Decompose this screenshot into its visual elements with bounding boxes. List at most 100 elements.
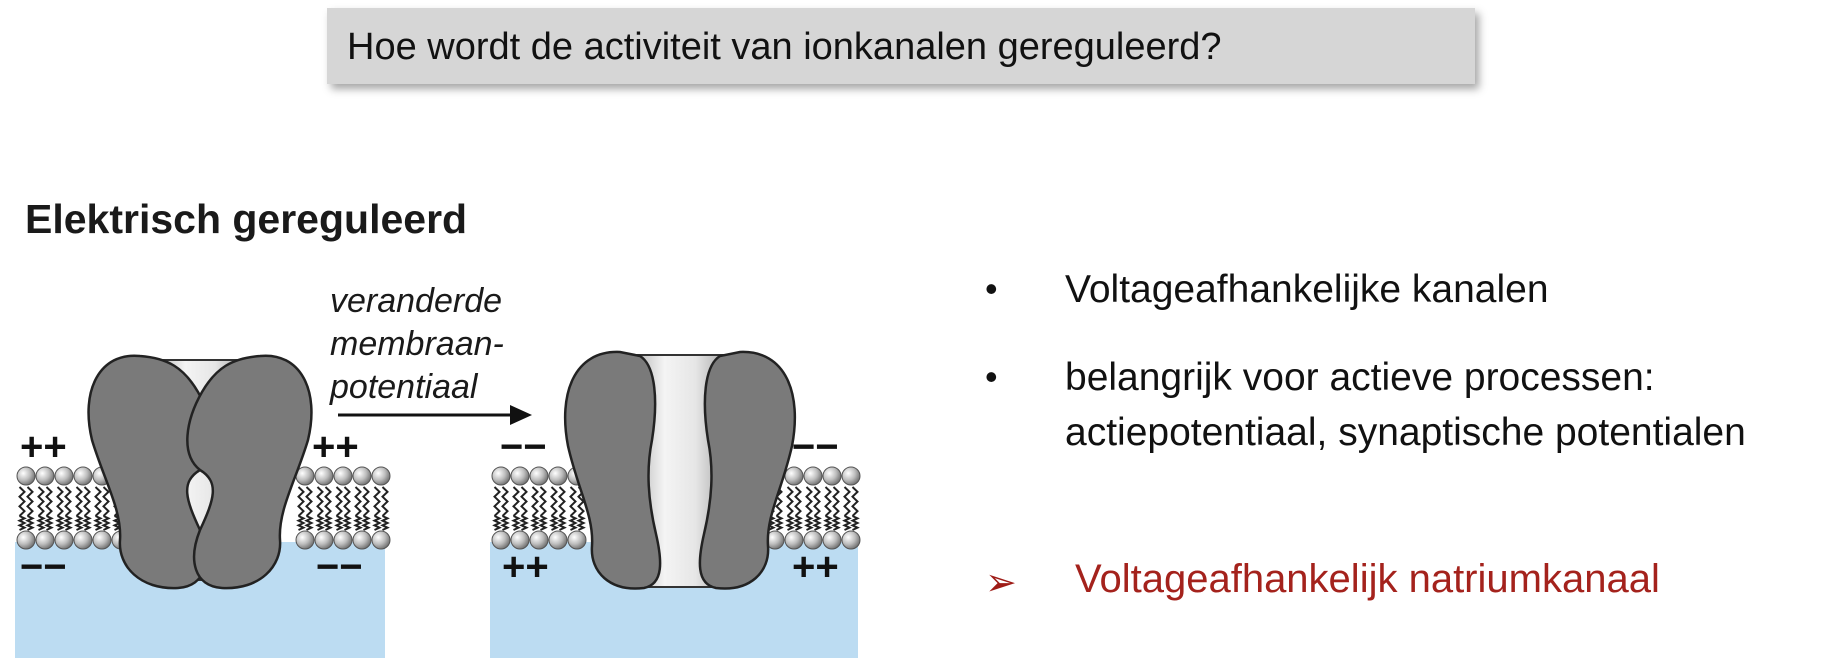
lipid-tail [324,486,332,517]
lipid-tail [102,486,110,517]
lipid-head [92,530,112,550]
lipid-head [841,466,861,486]
lipid-tail [538,515,548,531]
lipid-head [510,466,530,486]
lipid-head [822,466,842,486]
right-outside-charge-right: −− [792,425,839,469]
lipid-tail [18,486,26,517]
lipid-tail [305,486,313,517]
lipid-head [491,466,511,486]
right-panel: −− −− ++ ++ [490,350,861,658]
lipid-tail [55,515,65,531]
lipid-tail [531,486,539,517]
lipid-tail [785,515,795,531]
arrow-label: veranderde membraan- potentiaal [330,280,504,409]
lipid-tail [63,515,73,531]
lipid-tail [297,486,305,517]
lipid-head [803,466,823,486]
lipid-tail [550,486,558,517]
lipid-tail [362,486,370,517]
lipid-tail [335,486,343,517]
lipid-head [567,530,587,550]
lipid-tail [315,515,325,531]
lipid-tail [831,515,841,531]
lipid-tail [343,486,351,517]
lipid-head [16,466,36,486]
left-panel: ++ ++ −− −− [15,354,391,658]
lipid-tail [36,515,46,531]
lipid-head [841,530,861,550]
lipid-head [333,466,353,486]
lipid-tail [354,486,362,517]
lipid-tail [44,515,54,531]
title-box: Hoe wordt de activiteit van ionkanalen g… [327,8,1475,84]
lipid-tail [851,486,859,517]
lipid-tail [824,486,832,517]
lipid-tail [372,515,382,531]
lipid-tail [37,486,45,517]
slide-title: Hoe wordt de activiteit van ionkanalen g… [347,26,1222,68]
right-inside-charge-left: ++ [502,545,549,589]
open-channel-left-subunit [563,350,662,590]
lipid-tail [786,486,794,517]
lipid-head [371,530,391,550]
lipid-tail [793,515,803,531]
arrow-label-line-2: membraan- [330,325,504,363]
transition-arrow [338,405,532,425]
open-channel-right-subunit [698,350,797,590]
lipid-tail [500,515,510,531]
lipid-tail [493,486,501,517]
lipid-tail [558,486,566,517]
lipid-tail [813,486,821,517]
lipid-tail [832,486,840,517]
lipid-head [491,530,511,550]
lipid-head [295,530,315,550]
lipid-head [529,466,549,486]
bullet-text-2-line-1: belangrijk voor actieve processen: [1065,356,1655,399]
lipid-tail [380,515,390,531]
lipid-tail [334,515,344,531]
lipid-tail [94,486,102,517]
lipid-tail [569,486,577,517]
lipid-head [35,530,55,550]
right-inside-charge-right: ++ [792,545,839,589]
lipid-head [352,466,372,486]
left-inside-charge-left: −− [20,545,67,589]
closed-channel [87,354,313,590]
arrowhead-bullet-icon: ➢ [985,562,1017,604]
lipid-tail [381,486,389,517]
lipid-head [333,530,353,550]
lipid-head [73,466,93,486]
lipid-tail [501,486,509,517]
lipid-tail [26,486,34,517]
lipid-tail [304,515,314,531]
right-membrane-right [765,466,861,550]
lipid-tail [75,486,83,517]
lipid-tail [511,515,521,531]
bullet-text-1: Voltageafhankelijke kanalen [1065,268,1549,311]
lipid-tail [353,515,363,531]
lipid-tail [823,515,833,531]
lipid-head [803,530,823,550]
right-outside-charge-left: −− [500,425,547,469]
arrow-label-line-3: potentiaal [330,368,478,406]
bullet-text-2-line-2: actiepotentiaal, synaptische potentialen [1065,411,1746,454]
lipid-tail [74,515,84,531]
left-outside-charge-left: ++ [20,425,67,469]
lipid-head [314,530,334,550]
lipid-tail [568,515,578,531]
lipid-tail [530,515,540,531]
lipid-tail [804,515,814,531]
lipid-tail [93,515,103,531]
lipid-tail [492,515,502,531]
lipid-head [54,530,74,550]
lipid-tail [519,515,529,531]
lipid-head [16,530,36,550]
lipid-tail [774,515,784,531]
lipid-tail [296,515,306,531]
lipid-head [784,466,804,486]
lipid-head [529,530,549,550]
lipid-tail [316,486,324,517]
lipid-tail [101,515,111,531]
